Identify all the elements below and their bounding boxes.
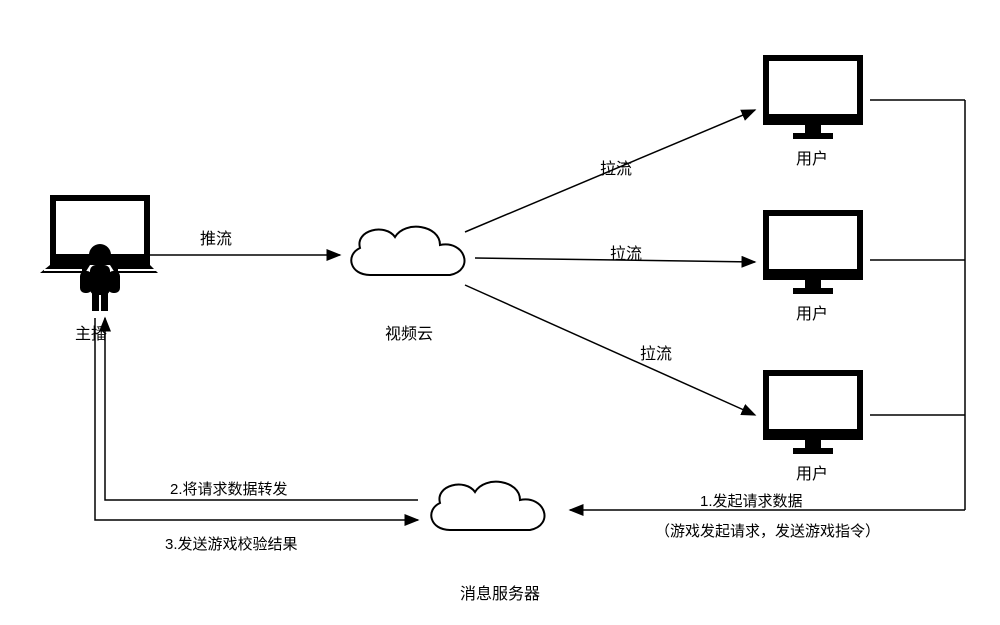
edge-pull3: [465, 285, 755, 415]
push-stream-label: 推流: [200, 225, 232, 249]
pull-stream-3-label: 拉流: [640, 340, 672, 364]
user3-icon: [763, 370, 863, 454]
step1b-label: （游戏发起请求，发送游戏指令）: [655, 520, 880, 541]
video-cloud-icon: [351, 227, 464, 275]
edges: [95, 100, 965, 520]
user2-label: 用户: [796, 300, 828, 324]
msg-server-label: 消息服务器: [460, 580, 540, 604]
step3-label: 3.发送游戏校验结果: [165, 533, 298, 554]
anchor-icon: [40, 195, 158, 311]
user1-icon: [763, 55, 863, 139]
user3-label: 用户: [796, 460, 828, 484]
user2-icon: [763, 210, 863, 294]
pull-stream-1-label: 拉流: [600, 155, 632, 179]
pull-stream-2-label: 拉流: [610, 240, 642, 264]
user1-label: 用户: [796, 145, 828, 169]
step2-label: 2.将请求数据转发: [170, 478, 288, 499]
step1a-label: 1.发起请求数据: [700, 490, 803, 511]
msg-server-icon: [431, 482, 544, 530]
anchor-label: 主播: [75, 320, 107, 344]
video-cloud-label: 视频云: [385, 320, 433, 344]
edge-msg-to-anchor: [105, 318, 418, 500]
